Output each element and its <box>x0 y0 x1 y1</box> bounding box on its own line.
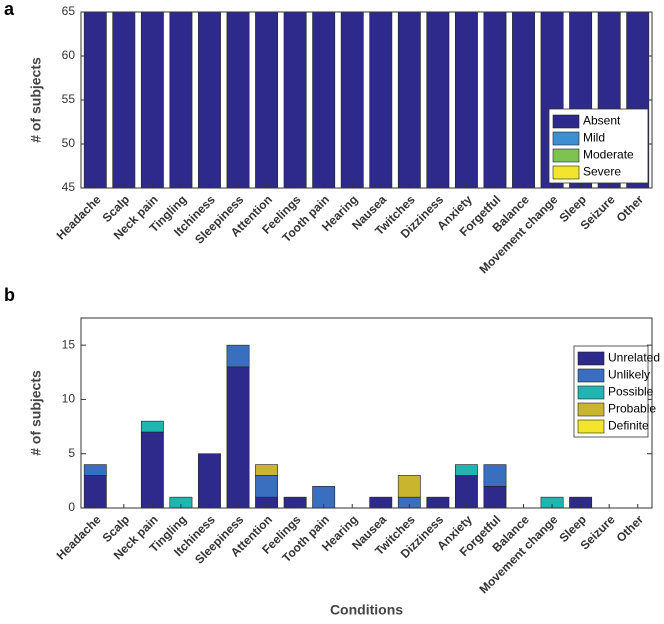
y-tick-label: 60 <box>62 48 76 62</box>
legend-swatch <box>577 385 605 400</box>
y-tick-label: 45 <box>62 180 76 194</box>
legend-swatch <box>577 402 605 417</box>
bar-segment <box>198 453 221 509</box>
legend-label: Unlikely <box>608 368 650 382</box>
legend-label: Definite <box>608 419 649 433</box>
bar-segment <box>83 464 107 476</box>
x-tick-label: Other <box>614 192 647 225</box>
legend-swatch <box>577 419 605 434</box>
legend-label: Probable <box>608 402 656 416</box>
y-tick-label: 0 <box>68 500 75 514</box>
bar-segment <box>140 431 164 509</box>
bar-segment <box>454 11 478 189</box>
y-axis-title: # of subjects <box>28 370 44 456</box>
x-tick-label: Headache <box>54 512 104 562</box>
bar-segment <box>169 11 193 189</box>
bar-segment <box>226 344 250 368</box>
y-tick-label: 50 <box>62 136 76 150</box>
panel-label: b <box>4 285 15 305</box>
legend-swatch <box>577 368 605 383</box>
bar-segment <box>112 11 136 189</box>
y-tick-label: 10 <box>62 392 76 406</box>
legend-swatch <box>552 165 580 180</box>
y-tick-label: 5 <box>68 446 75 460</box>
bar-segment <box>255 11 279 189</box>
x-tick-label: Other <box>614 512 647 545</box>
bar-segment <box>140 420 164 433</box>
legend-label: Absent <box>583 114 621 128</box>
bar-segment <box>226 366 250 509</box>
bar-segment <box>483 11 507 189</box>
y-tick-label: 65 <box>62 4 76 18</box>
y-tick-label: 55 <box>62 92 76 106</box>
bar-segment <box>140 11 164 189</box>
legend-label: Unrelated <box>608 351 660 365</box>
bar-segment <box>454 464 478 476</box>
legend-label: Moderate <box>583 148 634 162</box>
y-tick-label: 15 <box>62 337 76 351</box>
y-axis-title: # of subjects <box>28 57 44 143</box>
x-axis-title: Conditions <box>330 602 403 618</box>
bar-segment <box>369 11 393 189</box>
legend-label: Severe <box>583 165 621 179</box>
bar-segment <box>454 475 478 509</box>
panel-label: a <box>4 0 15 19</box>
plot-frame <box>80 11 653 189</box>
legend-label: Mild <box>583 131 605 145</box>
bar-segment <box>255 475 279 498</box>
bar-segment <box>83 475 107 509</box>
bar-segment <box>426 11 450 189</box>
legend-swatch <box>552 148 580 163</box>
bar-segment <box>198 11 221 189</box>
bar-segment <box>483 464 507 487</box>
bar-segment <box>512 11 535 189</box>
x-tick-label: Headache <box>54 192 104 242</box>
bar-segment <box>397 11 421 189</box>
bar-segment <box>283 11 307 189</box>
legend-swatch <box>577 351 605 366</box>
plot-frame <box>80 317 653 509</box>
bar-segment <box>312 11 336 189</box>
legend-swatch <box>552 131 580 146</box>
bar-segment <box>226 11 250 189</box>
bar-segment <box>397 475 421 498</box>
bar-segment <box>255 464 279 476</box>
bar-segment <box>83 11 107 189</box>
bar-segment <box>340 11 364 189</box>
legend-label: Possible <box>608 385 654 399</box>
legend-swatch <box>552 114 580 129</box>
